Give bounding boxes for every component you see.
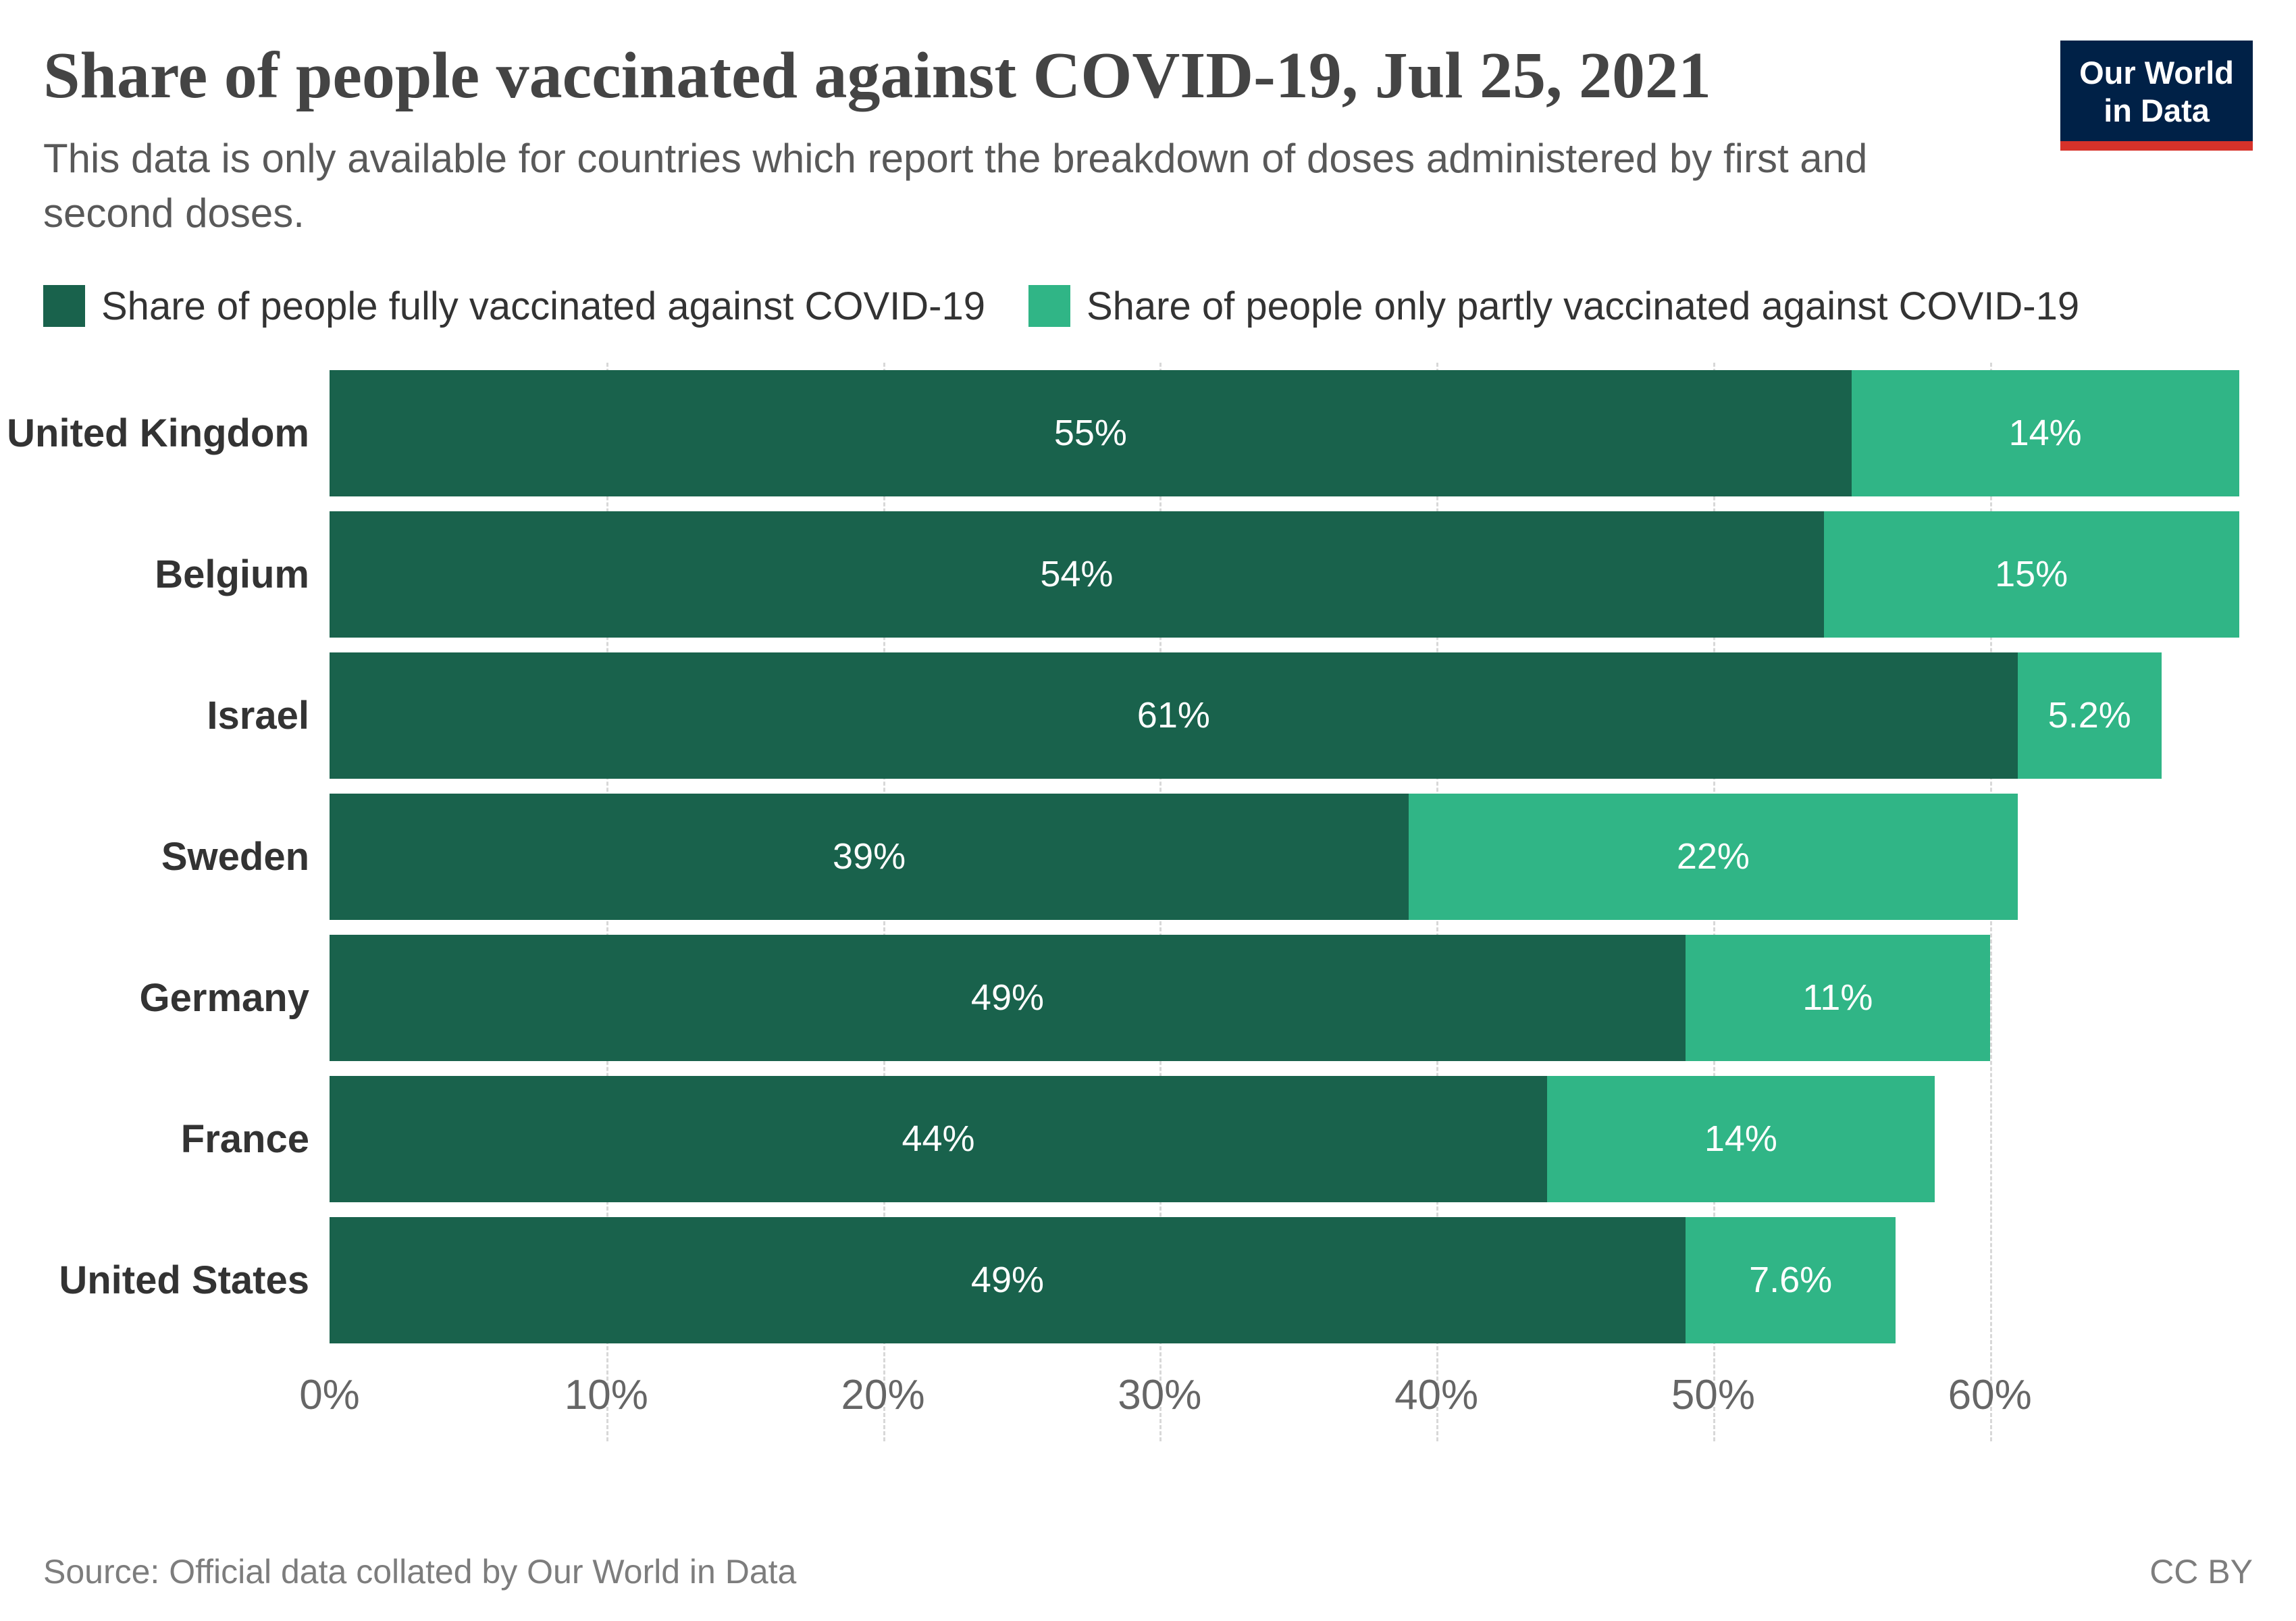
bar-value-label: 49% (970, 977, 1045, 1019)
owid-logo-line1: Our World (2079, 55, 2234, 91)
bar-segment-fully: 39% (330, 793, 1409, 920)
x-tick-label: 0% (299, 1371, 360, 1418)
legend-item-partly-vaccinated: Share of people only partly vaccinated a… (1028, 284, 2079, 329)
bar-segment-partly: 14% (1851, 369, 2239, 496)
x-tick-label: 40% (1394, 1371, 1479, 1418)
legend-swatch (43, 285, 85, 328)
bar-track: 54% 15% (330, 511, 2253, 638)
bar-segment-fully: 49% (330, 1216, 1686, 1343)
x-tick-label: 50% (1671, 1371, 1755, 1418)
bar-row: 39% 22% (330, 786, 2253, 927)
bar-row: 49% 11% (330, 927, 2253, 1069)
category-labels: United Kingdom Belgium Israel Sweden Germany… (7, 363, 330, 1441)
bar-chart: United Kingdom Belgium Israel Sweden Germany… (7, 362, 2253, 1441)
category-label: France (180, 1116, 309, 1161)
bar-value-label: 22% (1676, 836, 1750, 877)
bar-value-label: 11% (1802, 977, 1873, 1019)
bar-segment-partly: 22% (1409, 793, 2018, 920)
bars: 55% 14% 54% 15% 61% 5.2% 39% 22% 49% 11% 44% 14% 49%… (330, 363, 2253, 1351)
bar-track: 44% 14% (330, 1075, 2253, 1202)
category-label: Belgium (155, 552, 309, 596)
x-tick-label: 10% (564, 1371, 648, 1418)
bar-value-label: 15% (1995, 554, 2068, 595)
bar-segment-fully: 49% (330, 934, 1686, 1061)
category-label: Germany (139, 975, 309, 1020)
bar-row: 54% 15% (330, 504, 2253, 645)
legend-item-fully-vaccinated: Share of people fully vaccinated against… (43, 284, 985, 329)
bar-row: 49% 7.6% (330, 1210, 2253, 1351)
footer: Source: Official data collated by Our Wo… (43, 1552, 2253, 1591)
bar-track: 39% 22% (330, 793, 2253, 920)
bar-track: 55% 14% (330, 369, 2253, 496)
bar-segment-fully: 54% (330, 511, 1824, 638)
category-label: Israel (207, 693, 309, 738)
bar-value-label: 44% (902, 1118, 975, 1160)
chart-title: Share of people vaccinated against COVID… (43, 39, 1712, 112)
legend-swatch (1028, 285, 1070, 328)
bar-segment-partly: 14% (1547, 1075, 1935, 1202)
bar-segment-partly: 5.2% (2017, 652, 2162, 779)
legend-label: Share of people fully vaccinated against… (101, 284, 985, 328)
bar-row: 61% 5.2% (330, 645, 2253, 786)
category-label: United Kingdom (7, 411, 309, 455)
bar-row: 44% 14% (330, 1069, 2253, 1210)
x-tick-label: 20% (841, 1371, 925, 1418)
bar-value-label: 7.6% (1749, 1260, 1833, 1301)
owid-logo[interactable]: Our World in Data (2060, 41, 2253, 151)
plot-area: 55% 14% 54% 15% 61% 5.2% 39% 22% 49% 11% 44% 14% 49%… (299, 362, 2253, 1441)
x-tick-label: 60% (1948, 1371, 2032, 1418)
bar-segment-partly: 7.6% (1685, 1216, 1896, 1343)
x-axis: 0% 10% 20% 30% 40% 50% 60% (299, 1360, 2253, 1441)
bar-track: 49% 11% (330, 934, 2253, 1061)
bar-segment-fully: 55% (330, 369, 1852, 496)
bar-segment-partly: 11% (1685, 934, 1990, 1061)
x-tick-label: 30% (1118, 1371, 1202, 1418)
header: Share of people vaccinated against COVID… (43, 30, 2253, 240)
category-label: United States (59, 1258, 309, 1302)
bar-value-label: 49% (970, 1260, 1045, 1301)
bar-track: 61% 5.2% (330, 652, 2253, 779)
bar-value-label: 5.2% (2047, 695, 2131, 736)
bar-value-label: 14% (1704, 1118, 1777, 1160)
bar-segment-fully: 61% (330, 652, 2018, 779)
legend-label: Share of people only partly vaccinated a… (1086, 284, 2080, 328)
bar-value-label: 54% (1040, 554, 1114, 595)
legend: Share of people fully vaccinated against… (43, 284, 2253, 329)
owid-logo-line2: in Data (2104, 93, 2210, 129)
chart-subtitle: This data is only available for countrie… (43, 135, 1868, 236)
bar-track: 49% 7.6% (330, 1216, 2253, 1343)
bar-row: 55% 14% (330, 363, 2253, 504)
bar-segment-fully: 44% (330, 1075, 1548, 1202)
license-link[interactable]: CC BY (2149, 1553, 2253, 1591)
bar-value-label: 61% (1137, 695, 1210, 736)
bar-segment-partly: 15% (1823, 511, 2239, 638)
bar-value-label: 39% (833, 836, 906, 877)
title-block: Share of people vaccinated against COVID… (43, 30, 2002, 240)
source-note: Source: Official data collated by Our Wo… (43, 1553, 797, 1591)
bar-value-label: 55% (1053, 413, 1127, 454)
category-label: Sweden (161, 834, 309, 879)
bar-value-label: 14% (2008, 413, 2082, 454)
